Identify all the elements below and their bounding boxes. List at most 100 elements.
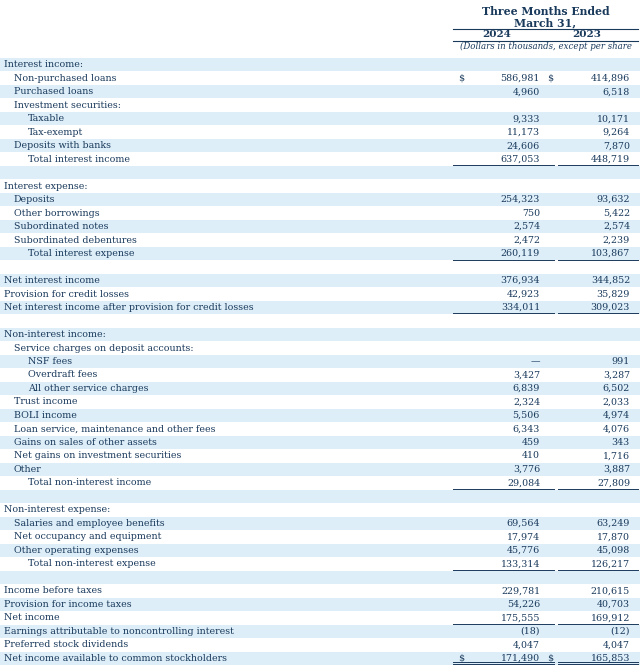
Text: Deposits with banks: Deposits with banks [14,141,111,150]
Text: BOLI income: BOLI income [14,411,77,420]
Text: Income before taxes: Income before taxes [4,587,102,595]
Text: Net occupancy and equipment: Net occupancy and equipment [14,533,161,541]
Bar [0,301,640,315]
Text: 3,776: 3,776 [513,465,540,474]
Text: Interest expense:: Interest expense: [4,182,88,191]
Text: Total non-interest expense: Total non-interest expense [28,559,156,569]
Text: Subordinated debentures: Subordinated debentures [14,235,137,245]
Text: 7,870: 7,870 [603,141,630,150]
Text: Total interest expense: Total interest expense [28,249,134,258]
Bar [0,489,640,503]
Text: Interest income:: Interest income: [4,61,83,69]
Text: Preferred stock dividends: Preferred stock dividends [4,640,128,649]
Text: 126,217: 126,217 [591,559,630,569]
Text: 1,716: 1,716 [603,452,630,460]
Text: 42,923: 42,923 [507,289,540,299]
Text: 6,839: 6,839 [513,384,540,393]
Text: Deposits: Deposits [14,195,56,204]
Text: 3,287: 3,287 [603,370,630,380]
Bar [0,328,640,341]
Text: Subordinated notes: Subordinated notes [14,222,109,231]
Text: 6,343: 6,343 [513,424,540,434]
Text: 54,226: 54,226 [507,600,540,608]
Text: 45,776: 45,776 [507,546,540,555]
Text: 6,502: 6,502 [603,384,630,393]
Bar [0,139,640,152]
Text: 309,023: 309,023 [591,303,630,312]
Text: 344,852: 344,852 [591,276,630,285]
Text: Earnings attributable to noncontrolling interest: Earnings attributable to noncontrolling … [4,627,234,636]
Text: $: $ [458,654,464,663]
Text: 2024: 2024 [483,30,511,39]
Text: 4,960: 4,960 [513,87,540,96]
Text: 254,323: 254,323 [500,195,540,204]
Bar [0,287,640,301]
Text: —: — [531,357,540,366]
Bar [0,409,640,422]
Bar [0,274,640,287]
Bar [0,72,640,85]
Text: 103,867: 103,867 [591,249,630,258]
Text: Overdraft fees: Overdraft fees [28,370,97,380]
Text: 414,896: 414,896 [591,74,630,82]
Bar [0,584,640,598]
Bar [0,517,640,530]
Text: 2,574: 2,574 [513,222,540,231]
Text: Service charges on deposit accounts:: Service charges on deposit accounts: [14,344,194,352]
Text: 2,574: 2,574 [603,222,630,231]
Text: Purchased loans: Purchased loans [14,87,93,96]
Text: Other operating expenses: Other operating expenses [14,546,139,555]
Text: 637,053: 637,053 [500,155,540,164]
Text: 4,974: 4,974 [603,411,630,420]
Text: 17,974: 17,974 [507,533,540,541]
Bar [0,395,640,409]
Text: 4,047: 4,047 [513,640,540,649]
Text: 586,981: 586,981 [500,74,540,82]
Text: Salaries and employee benefits: Salaries and employee benefits [14,519,164,528]
Text: 35,829: 35,829 [596,289,630,299]
Text: (12): (12) [611,627,630,636]
Text: 11,173: 11,173 [507,128,540,137]
Bar [0,503,640,517]
Text: 5,422: 5,422 [603,209,630,217]
Text: 4,076: 4,076 [603,424,630,434]
Text: Provision for income taxes: Provision for income taxes [4,600,132,608]
Text: 45,098: 45,098 [596,546,630,555]
Text: 750: 750 [522,209,540,217]
Bar [0,624,640,638]
Bar [0,260,640,274]
Text: Tax-exempt: Tax-exempt [28,128,83,137]
Text: 6,518: 6,518 [603,87,630,96]
Bar [0,382,640,395]
Text: 229,781: 229,781 [501,587,540,595]
Text: Net income: Net income [4,613,60,622]
Text: 343: 343 [612,438,630,447]
Text: 133,314: 133,314 [500,559,540,569]
Text: 3,887: 3,887 [603,465,630,474]
Text: 459: 459 [522,438,540,447]
Bar [0,571,640,584]
Text: 29,084: 29,084 [507,478,540,487]
Text: 448,719: 448,719 [591,155,630,164]
Text: 2,324: 2,324 [513,398,540,406]
Text: Total non-interest income: Total non-interest income [28,478,151,487]
Text: 410: 410 [522,452,540,460]
Text: March 31,: March 31, [515,17,577,28]
Text: 210,615: 210,615 [591,587,630,595]
Bar [0,449,640,463]
Text: $: $ [547,74,553,82]
Text: 10,171: 10,171 [597,114,630,123]
Bar [0,611,640,624]
Bar [0,315,640,328]
Text: Loan service, maintenance and other fees: Loan service, maintenance and other fees [14,424,216,434]
Text: Gains on sales of other assets: Gains on sales of other assets [14,438,157,447]
Text: Provision for credit losses: Provision for credit losses [4,289,129,299]
Text: 27,809: 27,809 [597,478,630,487]
Bar [0,112,640,126]
Text: 991: 991 [612,357,630,366]
Text: 2,033: 2,033 [603,398,630,406]
Text: All other service charges: All other service charges [28,384,148,393]
Bar [0,543,640,557]
Bar [0,476,640,489]
Bar [0,247,640,260]
